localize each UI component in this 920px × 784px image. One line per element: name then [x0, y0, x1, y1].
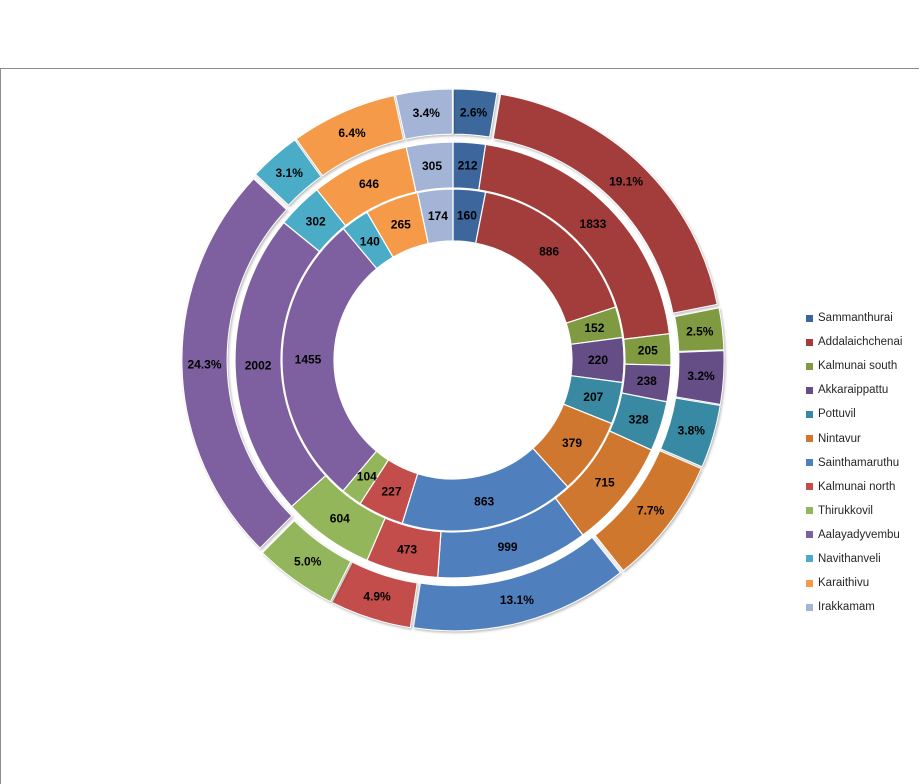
ring-3-label-sainthamaruthu: 13.1%	[500, 593, 534, 607]
ring-2-slice-irakkamam[interactable]	[405, 141, 454, 193]
legend-label: Sammanthurai	[818, 312, 893, 325]
ring-3-slice-sammanthurai[interactable]	[453, 88, 498, 138]
ring-3-label-addalaichchenai: 19.1%	[609, 175, 643, 189]
ring-2-label-sammanthurai: 212	[458, 159, 478, 173]
ring-2-label-aalayadyvembu: 2002	[245, 358, 272, 372]
legend-item-thirukkovil: Thirukkovil	[806, 499, 902, 523]
ring-2-label-thirukkovil: 604	[330, 512, 350, 526]
ring-2-label-navithanveli: 302	[306, 215, 326, 229]
ring-3-label-thirukkovil: 5.0%	[294, 555, 322, 569]
ring-1-label-pottuvil: 207	[583, 390, 603, 404]
legend-item-pottuvil: Pottuvil	[806, 402, 902, 426]
legend-label: Thirukkovil	[818, 504, 873, 517]
legend-item-navithanveli: Navithanveli	[806, 547, 902, 571]
legend-swatch-icon	[806, 314, 813, 322]
legend-item-addalaichchenai: Addalaichchenai	[806, 330, 902, 354]
legend-item-akkaraippattu: Akkaraippattu	[806, 378, 902, 402]
legend: Sammanthurai Addalaichchenai Kalmunai sout…	[806, 306, 902, 619]
ring-1-label-kalmunai-north: 227	[381, 484, 401, 498]
ring-2-label-sainthamaruthu: 999	[498, 540, 518, 554]
ring-3-label-karaithivu: 6.4%	[338, 126, 366, 140]
legend-label: Aalayadyvembu	[818, 528, 900, 541]
legend-swatch-icon	[806, 338, 813, 346]
legend-swatch-icon	[806, 507, 813, 515]
legend-item-kalmunai-south: Kalmunai south	[806, 354, 902, 378]
ring-1-slice-aalayadyvembu[interactable]	[281, 228, 378, 492]
legend-label: Kalmunai south	[818, 360, 898, 373]
legend-item-aalayadyvembu: Aalayadyvembu	[806, 523, 902, 547]
legend-label: Kalmunai north	[818, 480, 896, 493]
legend-swatch-icon	[806, 459, 813, 467]
ring-2-label-addalaichchenai: 1833	[580, 217, 607, 231]
ring-2-label-nintavur: 715	[595, 476, 615, 490]
legend-label: Karaithivu	[818, 577, 870, 590]
legend-label: Akkaraippattu	[818, 384, 889, 397]
ring-3-slice-sainthamaruthu[interactable]	[413, 537, 621, 632]
ring-3-label-sammanthurai: 2.6%	[460, 105, 488, 119]
legend-swatch-icon	[806, 579, 813, 587]
legend-item-sammanthurai: Sammanthurai	[806, 306, 902, 330]
legend-swatch-icon	[806, 386, 813, 394]
ring-1-label-karaithivu: 265	[391, 218, 411, 232]
ring-3-label-nintavur: 7.7%	[637, 504, 665, 518]
legend-label: Nintavur	[818, 432, 861, 445]
ring-1-label-akkaraippattu: 220	[588, 353, 608, 367]
legend-label: Navithanveli	[818, 552, 881, 565]
ring-3-label-kalmunai-north: 4.9%	[363, 590, 391, 604]
ring-1-label-navithanveli: 140	[360, 234, 380, 248]
legend-swatch-icon	[806, 603, 813, 611]
ring-2-label-kalmunai-south: 205	[638, 344, 658, 358]
ring-3-slice-nintavur[interactable]	[594, 450, 702, 571]
legend-label: Pottuvil	[818, 408, 856, 421]
legend-swatch-icon	[806, 435, 813, 443]
ring-1-label-sammanthurai: 160	[457, 209, 477, 223]
legend-swatch-icon	[806, 531, 813, 539]
ring-1-label-sainthamaruthu: 863	[474, 495, 494, 509]
ring-1-label-thirukkovil: 104	[357, 470, 377, 484]
ring-3-slice-aalayadyvembu[interactable]	[181, 178, 293, 549]
ring-3-label-irakkamam: 3.4%	[413, 106, 441, 120]
ring-1-label-kalmunai-south: 152	[584, 321, 604, 335]
ring-1-label-irakkamam: 174	[428, 209, 448, 223]
legend-item-kalmunai-north: Kalmunai north	[806, 475, 902, 499]
legend-swatch-icon	[806, 555, 813, 563]
ring-3-slice-kalmunai-south[interactable]	[674, 307, 725, 352]
legend-label: Addalaichchenai	[818, 336, 903, 349]
ring-2-label-karaithivu: 646	[359, 177, 379, 191]
ring-2-label-akkaraippattu: 238	[637, 374, 657, 388]
ring-3-slice-addalaichchenai[interactable]	[492, 93, 718, 314]
ring-3-slice-thirukkovil[interactable]	[262, 520, 352, 603]
ring-2-label-pottuvil: 328	[629, 412, 649, 426]
ring-3-label-pottuvil: 3.8%	[678, 423, 706, 437]
ring-3-label-kalmunai-south: 2.5%	[686, 324, 714, 338]
ring-1-slice-irakkamam[interactable]	[416, 188, 454, 245]
legend-item-nintavur: Nintavur	[806, 426, 902, 450]
legend-item-sainthamaruthu: Sainthamaruthu	[806, 451, 902, 475]
ring-3-slice-navithanveli[interactable]	[255, 139, 322, 206]
legend-item-irakkamam: Irakkamam	[806, 595, 902, 619]
ring-3-label-navithanveli: 3.1%	[276, 166, 304, 180]
legend-swatch-icon	[806, 483, 813, 491]
legend-item-karaithivu: Karaithivu	[806, 571, 902, 595]
ring-2-label-kalmunai-north: 473	[397, 543, 417, 557]
legend-label: Sainthamaruthu	[818, 456, 900, 469]
ring-1-label-nintavur: 379	[562, 436, 582, 450]
legend-swatch-icon	[806, 362, 813, 370]
ring-1-label-aalayadyvembu: 1455	[295, 353, 322, 367]
ring-3-slice-pottuvil[interactable]	[660, 397, 721, 468]
ring-3-slice-kalmunai-north[interactable]	[331, 561, 418, 628]
ring-3-slice-irakkamam[interactable]	[395, 88, 453, 140]
ring-3-slice-karaithivu[interactable]	[295, 95, 404, 177]
legend-label: Irakkamam	[818, 601, 875, 614]
ring-3-label-aalayadyvembu: 24.3%	[187, 357, 221, 371]
ring-3-label-akkaraippattu: 3.2%	[687, 369, 715, 383]
ring-2-label-irakkamam: 305	[422, 159, 442, 173]
chart-area	[0, 68, 919, 784]
ring-3-slice-akkaraippattu[interactable]	[675, 350, 725, 405]
legend-swatch-icon	[806, 410, 813, 418]
ring-1-label-addalaichchenai: 886	[539, 244, 559, 258]
